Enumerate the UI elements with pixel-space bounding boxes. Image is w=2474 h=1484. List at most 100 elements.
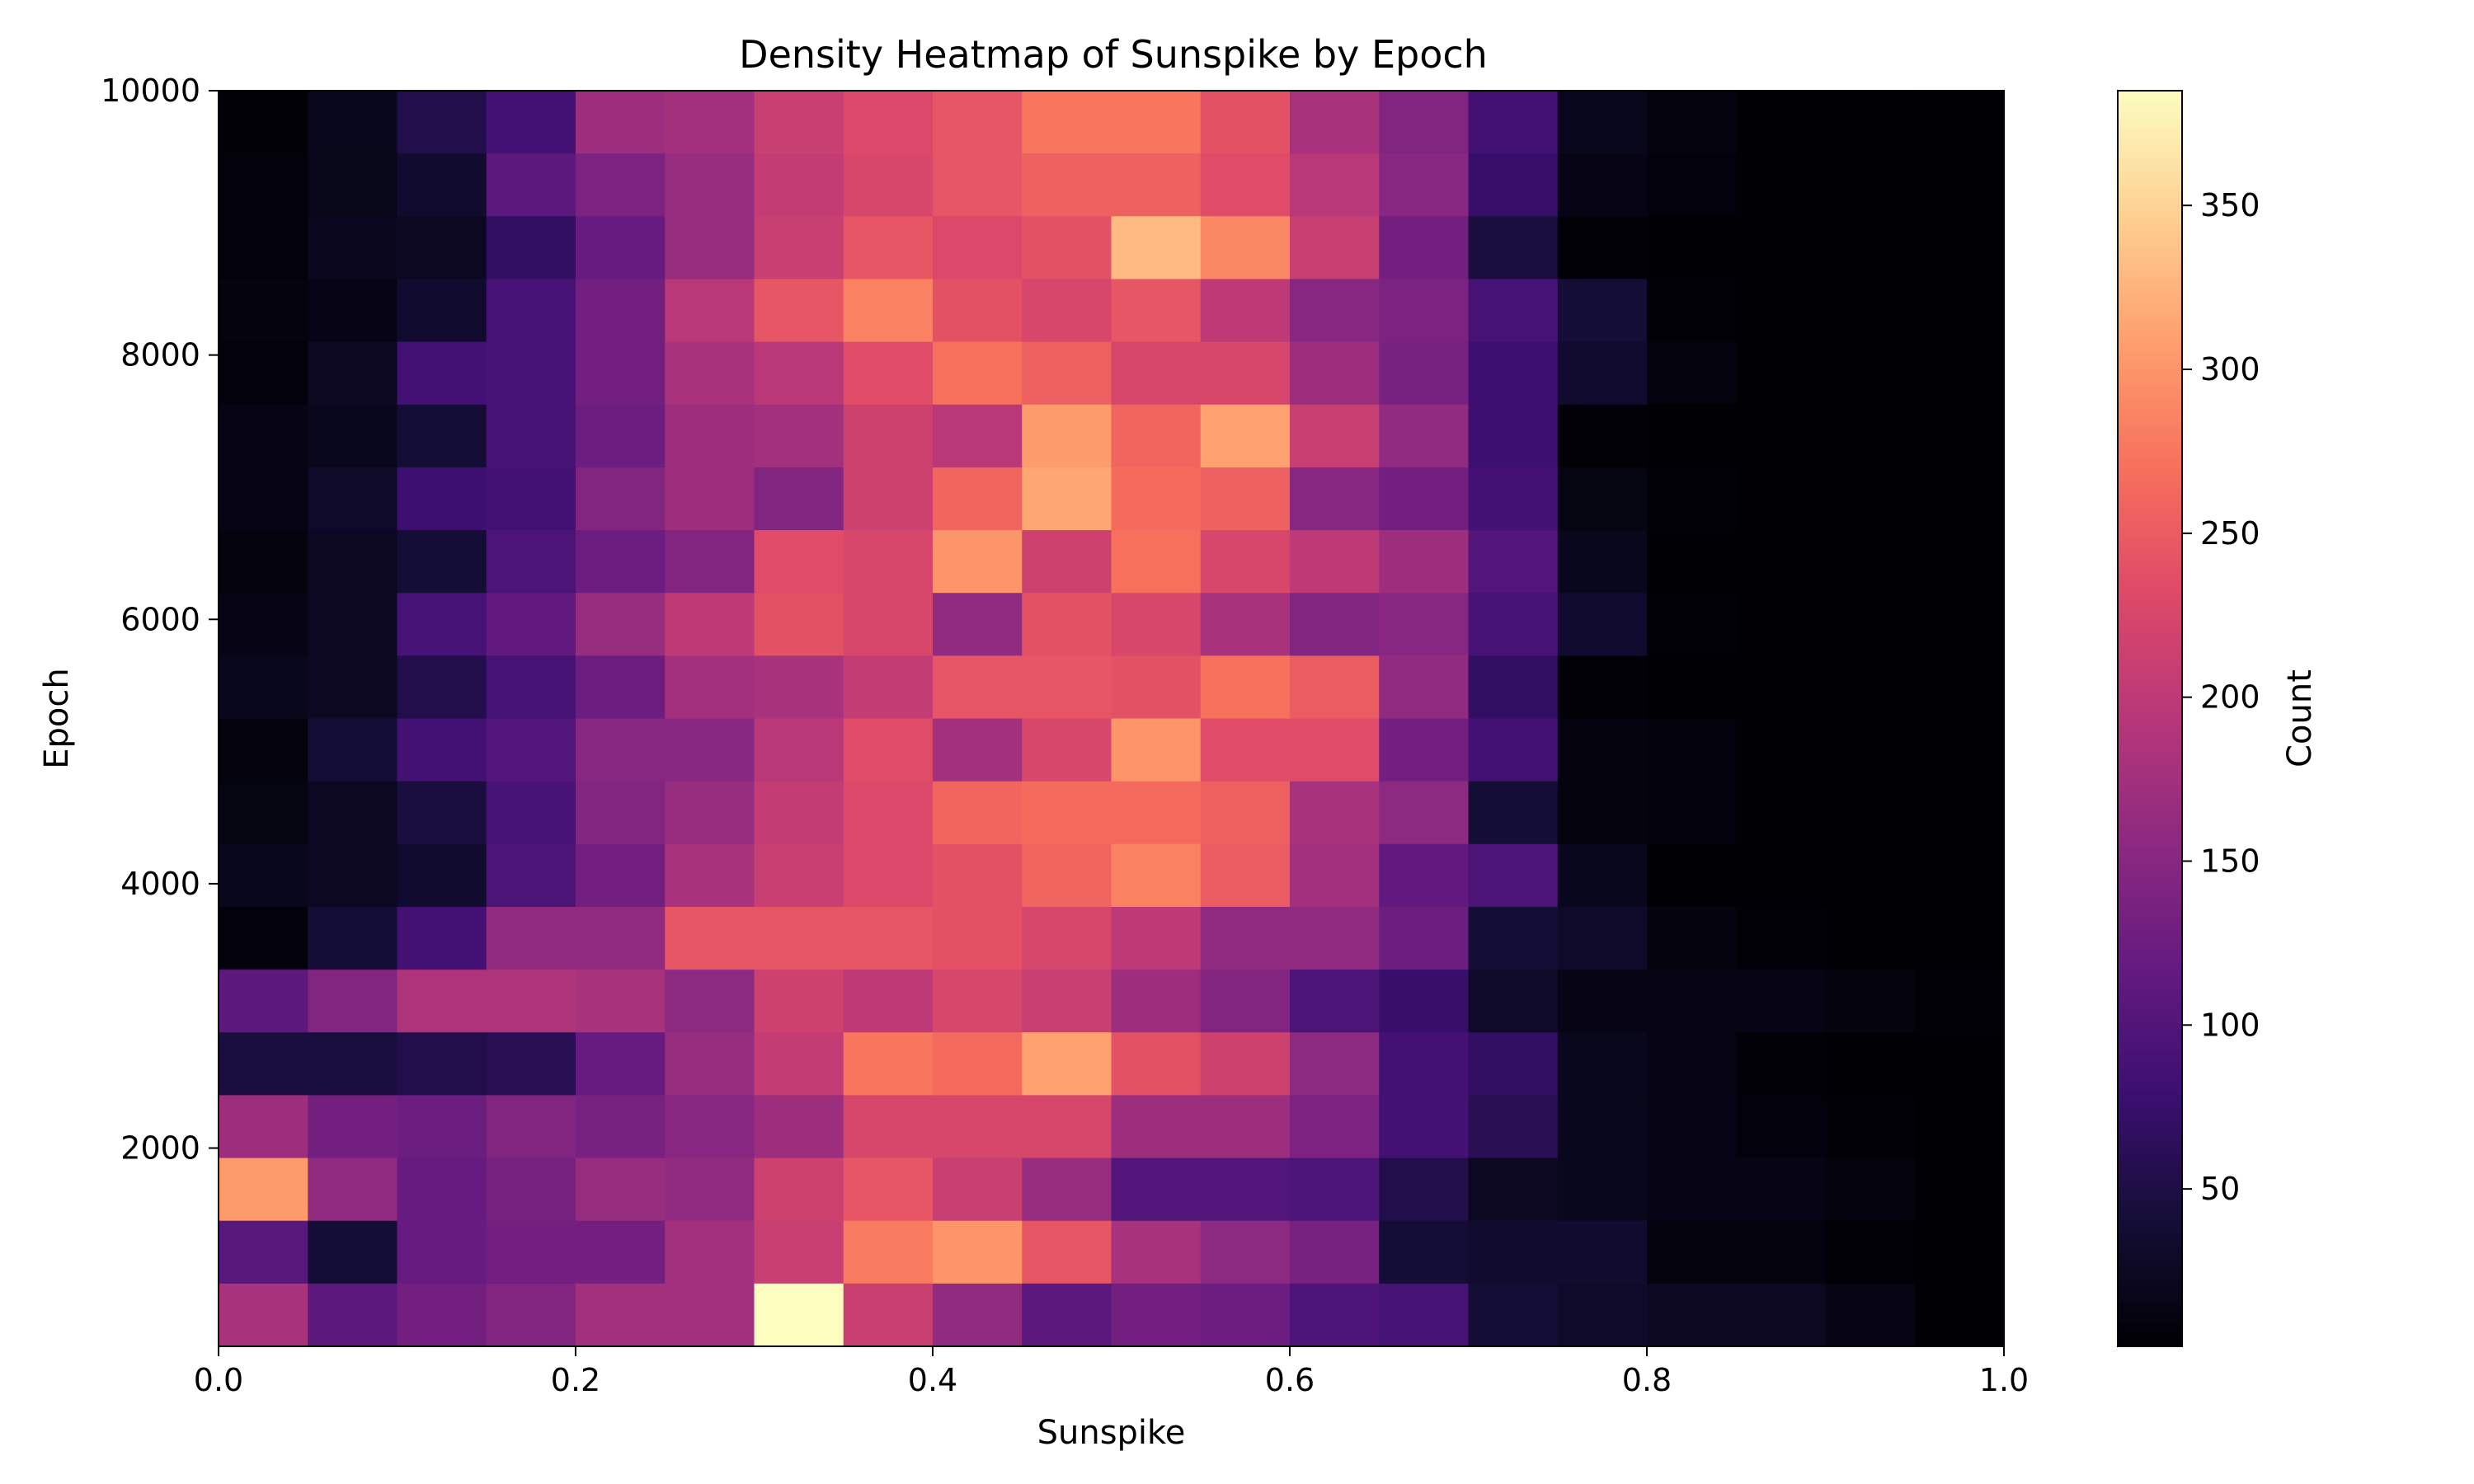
heatmap-cell bbox=[1468, 216, 1559, 280]
colorbar-tick-label: 50 bbox=[2200, 1171, 2240, 1207]
heatmap-cell bbox=[1290, 1283, 1380, 1347]
heatmap-cell bbox=[754, 153, 844, 217]
heatmap-cell bbox=[1647, 1032, 1737, 1096]
heatmap-cell bbox=[1557, 843, 1648, 908]
heatmap-cell bbox=[754, 593, 844, 656]
heatmap-cell bbox=[308, 1032, 398, 1096]
heatmap-cell bbox=[486, 216, 576, 280]
heatmap-cell bbox=[308, 530, 398, 594]
heatmap-cell bbox=[933, 530, 1023, 594]
heatmap-cell bbox=[1111, 593, 1202, 656]
heatmap-cell bbox=[665, 1283, 755, 1347]
heatmap-cell bbox=[933, 404, 1023, 468]
heatmap-cell bbox=[933, 1032, 1023, 1096]
x-tick-label: 0.2 bbox=[551, 1362, 600, 1398]
heatmap-cell bbox=[1736, 153, 1827, 217]
heatmap-cell bbox=[1379, 655, 1470, 720]
heatmap-cell bbox=[576, 216, 666, 280]
heatmap-cell bbox=[397, 970, 487, 1033]
heatmap-cell bbox=[1647, 153, 1737, 217]
heatmap-cell bbox=[1557, 216, 1648, 280]
heatmap-cell bbox=[1022, 1158, 1112, 1222]
heatmap-cell bbox=[1736, 1220, 1827, 1284]
heatmap-cell bbox=[219, 341, 308, 406]
heatmap-cell bbox=[754, 91, 844, 154]
heatmap-cell bbox=[486, 655, 576, 720]
heatmap-cell bbox=[1111, 341, 1202, 406]
heatmap-cell bbox=[1914, 718, 2005, 782]
heatmap-cell bbox=[665, 970, 755, 1033]
heatmap-cell bbox=[1914, 1032, 2005, 1096]
y-axis-title: Epoch bbox=[38, 668, 76, 768]
heatmap-cell bbox=[219, 91, 308, 154]
heatmap-cell bbox=[1914, 341, 2005, 406]
heatmap-cell bbox=[576, 153, 666, 217]
heatmap-cell bbox=[219, 843, 308, 908]
heatmap-cell bbox=[843, 153, 934, 217]
heatmap-cell bbox=[1200, 1220, 1291, 1284]
heatmap-cell bbox=[1200, 1032, 1291, 1096]
heatmap-cell bbox=[219, 530, 308, 594]
heatmap-cell bbox=[1379, 91, 1470, 154]
heatmap-cell bbox=[1200, 279, 1291, 343]
heatmap-cell bbox=[1022, 655, 1112, 720]
heatmap-cell bbox=[1290, 279, 1380, 343]
heatmap-cell bbox=[1468, 1158, 1559, 1222]
heatmap-cell bbox=[1825, 718, 1916, 782]
heatmap-cell bbox=[1736, 1032, 1827, 1096]
heatmap-cell bbox=[754, 467, 844, 531]
heatmap-cell bbox=[843, 216, 934, 280]
heatmap-cell bbox=[1379, 279, 1470, 343]
heatmap-cell bbox=[1200, 530, 1291, 594]
heatmap-cell bbox=[665, 1095, 755, 1159]
heatmap-cell bbox=[576, 530, 666, 594]
x-tick-label: 1.0 bbox=[1979, 1362, 2029, 1398]
heatmap-cell bbox=[665, 1032, 755, 1096]
heatmap-cell bbox=[1022, 718, 1112, 782]
heatmap-cell bbox=[308, 153, 398, 217]
heatmap-cell bbox=[397, 530, 487, 594]
heatmap-cell bbox=[1290, 781, 1380, 845]
heatmap-cell bbox=[665, 1158, 755, 1222]
heatmap-cell bbox=[1736, 655, 1827, 720]
heatmap-cell bbox=[1557, 718, 1648, 782]
heatmap-cell bbox=[1647, 404, 1737, 468]
heatmap-cell bbox=[1022, 1032, 1112, 1096]
heatmap-cell bbox=[1557, 906, 1648, 970]
heatmap-cell bbox=[1200, 593, 1291, 656]
heatmap-cell bbox=[1557, 404, 1648, 468]
heatmap-cell bbox=[576, 906, 666, 970]
heatmap-cell bbox=[308, 1283, 398, 1347]
heatmap-cell bbox=[933, 781, 1023, 845]
heatmap-cell bbox=[308, 718, 398, 782]
heatmap-cell bbox=[665, 1220, 755, 1284]
heatmap-cell bbox=[1736, 718, 1827, 782]
heatmap-cell bbox=[1200, 781, 1291, 845]
heatmap-cell bbox=[486, 530, 576, 594]
heatmap-cell bbox=[397, 1032, 487, 1096]
heatmap-cell bbox=[754, 341, 844, 406]
heatmap-cell bbox=[843, 279, 934, 343]
heatmap-cell bbox=[1825, 593, 1916, 656]
heatmap-cell bbox=[576, 843, 666, 908]
heatmap-cell bbox=[486, 1032, 576, 1096]
heatmap-cell bbox=[1379, 1032, 1470, 1096]
heatmap-cell bbox=[1557, 1095, 1648, 1159]
heatmap-cell bbox=[1736, 404, 1827, 468]
heatmap-cell bbox=[1290, 91, 1380, 154]
heatmap-cell bbox=[486, 593, 576, 656]
heatmap-cell bbox=[576, 279, 666, 343]
heatmap-cell bbox=[754, 906, 844, 970]
heatmap-cell bbox=[576, 655, 666, 720]
heatmap-cell bbox=[1736, 91, 1827, 154]
heatmap-cell bbox=[843, 843, 934, 908]
heatmap-cell bbox=[1557, 1283, 1648, 1347]
heatmap-cell bbox=[397, 341, 487, 406]
heatmap-cell bbox=[308, 404, 398, 468]
heatmap-cell bbox=[308, 655, 398, 720]
heatmap-cell bbox=[1200, 91, 1291, 154]
heatmap-cell bbox=[1825, 279, 1916, 343]
heatmap-cell bbox=[1022, 843, 1112, 908]
heatmap-cell bbox=[843, 530, 934, 594]
